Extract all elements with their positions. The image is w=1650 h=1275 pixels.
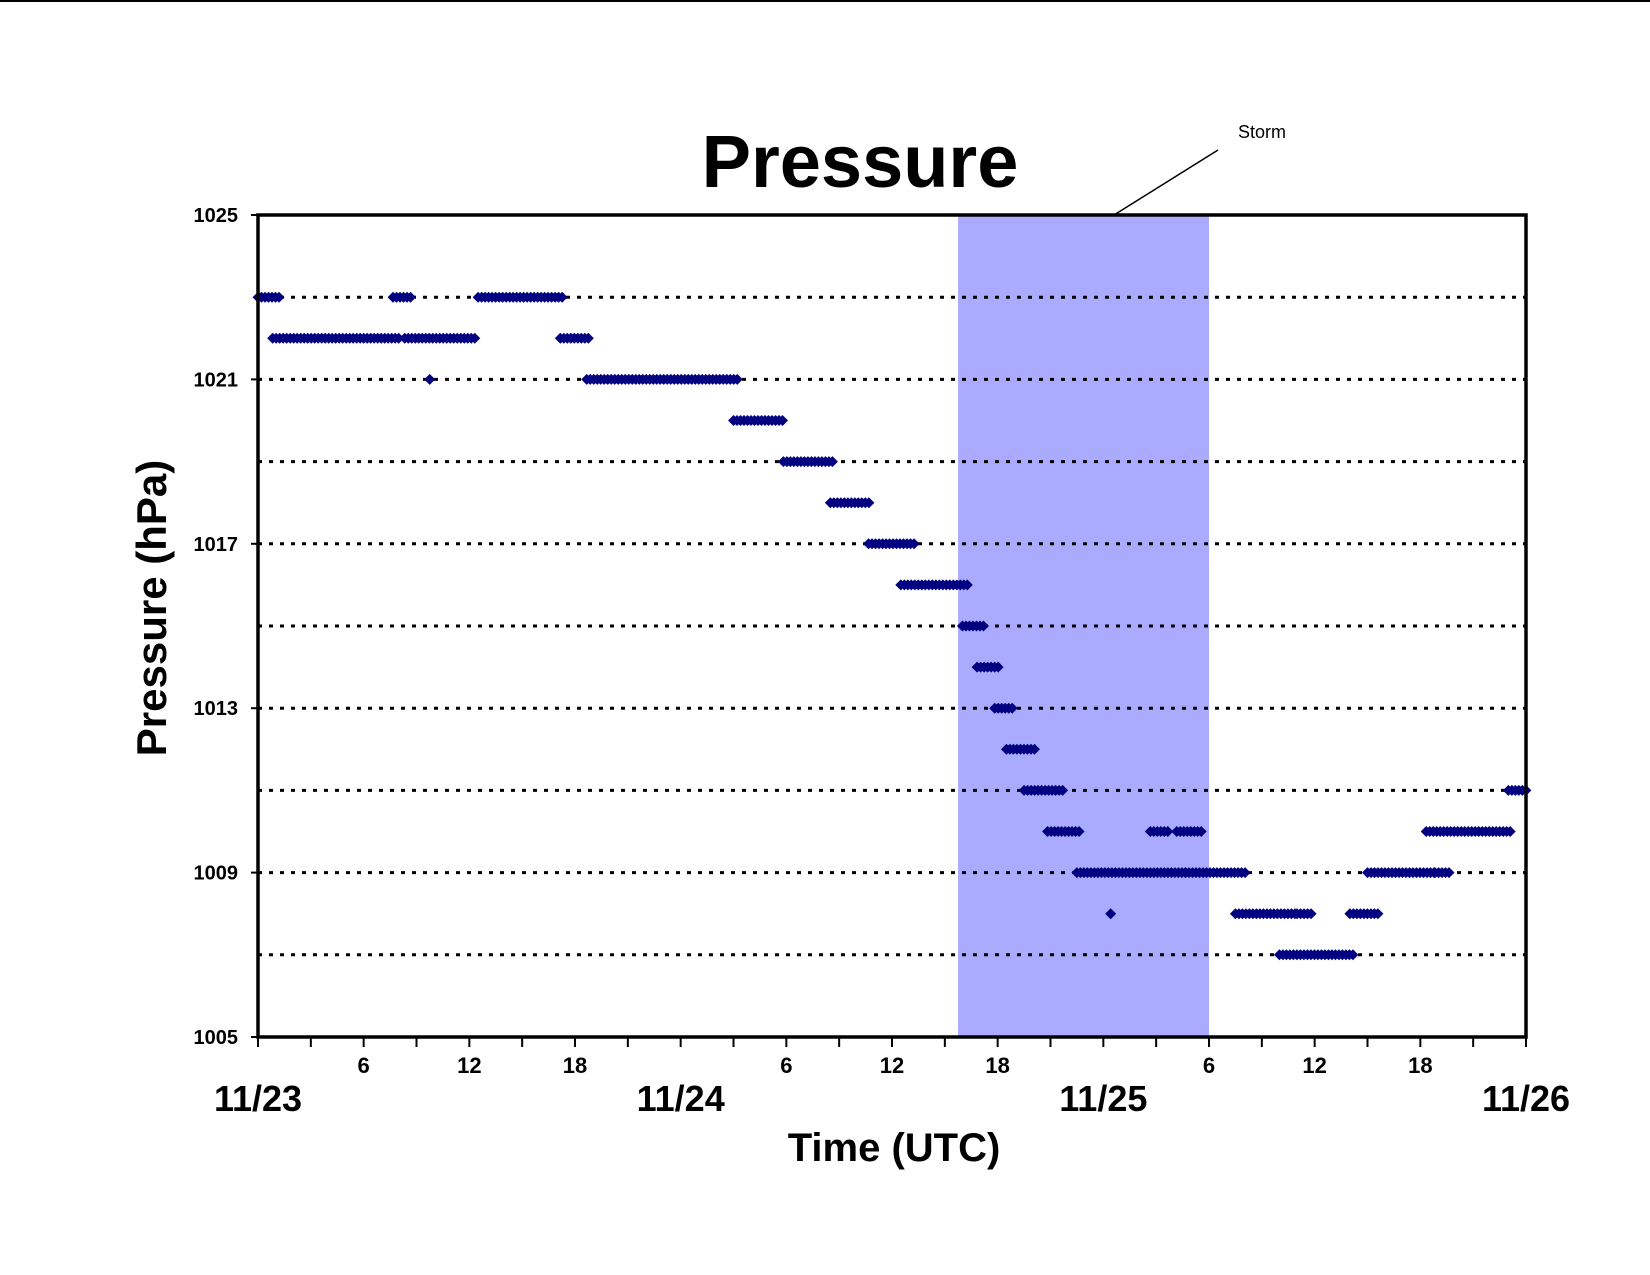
data-point	[961, 579, 973, 591]
data-point	[863, 497, 875, 509]
y-tick-label: 1009	[194, 863, 239, 885]
x-date-label: 11/26	[1482, 1078, 1570, 1119]
x-tick-label: 18	[563, 1053, 587, 1078]
y-axis-label: Pressure (hPa)	[128, 460, 175, 756]
data-point	[1239, 867, 1251, 879]
y-tick-label: 1013	[194, 698, 239, 720]
data-point	[469, 332, 481, 344]
data-point	[1443, 867, 1455, 879]
data-point	[731, 373, 743, 385]
x-tick-label: 18	[1408, 1053, 1432, 1078]
x-tick-label: 6	[1203, 1053, 1215, 1078]
data-point	[556, 291, 568, 303]
data-point	[1195, 826, 1207, 837]
data-point	[977, 620, 989, 632]
data-point	[777, 415, 788, 426]
data-point	[405, 291, 417, 303]
x-tick-label: 6	[780, 1053, 792, 1078]
data-point	[582, 332, 594, 344]
storm-annotation-label: Storm	[1238, 122, 1286, 142]
data-point	[1028, 743, 1040, 755]
data-point	[992, 661, 1004, 673]
x-tick-label: 12	[880, 1053, 904, 1078]
data-point	[1105, 908, 1117, 920]
x-date-label: 11/23	[214, 1078, 302, 1119]
data-point	[1347, 949, 1359, 961]
data-point	[1073, 826, 1085, 837]
data-point	[273, 291, 285, 303]
y-tick-label: 1017	[194, 534, 239, 556]
data-point	[424, 373, 436, 385]
y-tick-label: 1025	[194, 205, 239, 227]
y-tick-label: 1021	[194, 369, 239, 391]
chart-title: Pressure	[702, 120, 1019, 203]
x-tick-label: 18	[985, 1053, 1009, 1078]
x-tick-label: 12	[1302, 1053, 1326, 1078]
x-tick-label: 6	[358, 1053, 370, 1078]
data-point	[1162, 826, 1174, 837]
x-tick-label: 12	[457, 1053, 481, 1078]
data-point	[393, 332, 405, 344]
data-point	[1372, 908, 1384, 920]
x-date-label: 11/25	[1059, 1078, 1147, 1119]
data-point	[1057, 784, 1069, 796]
data-point	[1504, 826, 1516, 837]
x-axis-label: Time (UTC)	[788, 1126, 1001, 1170]
grid-lines	[258, 295, 1526, 957]
storm-annotation-leader-line	[1113, 149, 1219, 216]
x-date-label: 11/24	[637, 1078, 725, 1119]
top-border-line	[0, 0, 1650, 2]
data-points	[252, 291, 1532, 961]
data-point	[826, 456, 838, 468]
data-point	[1006, 702, 1018, 714]
data-point	[908, 538, 920, 550]
axis-ticks: 1005 1009 1013 1017 1021 1025 6 12 18 6 12 18 6 12 18 1…	[194, 205, 1571, 1119]
data-point	[1305, 908, 1317, 920]
y-tick-label: 1005	[194, 1027, 239, 1049]
